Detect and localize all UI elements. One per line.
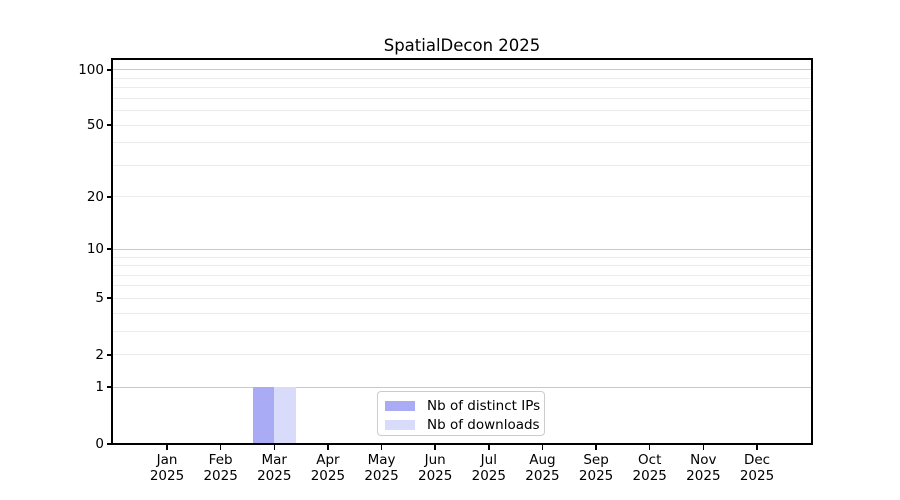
y-tick-label-100: 100: [78, 61, 104, 78]
x-tick-label-6: Jul 2025: [471, 452, 506, 484]
x-tick-1: [219, 445, 222, 450]
gridline-minor-50: [113, 124, 811, 126]
gridline-minor-40: [113, 142, 811, 144]
y-tick-100: [107, 68, 113, 71]
x-tick-2: [273, 445, 276, 450]
x-tick-10: [702, 445, 705, 450]
gridline-minor-2: [113, 354, 811, 356]
x-tick-label-8: Sep 2025: [578, 452, 614, 484]
x-tick-6: [488, 445, 490, 450]
y-tick-label-5: 5: [95, 290, 104, 307]
x-tick-11: [756, 445, 758, 450]
x-tick-7: [541, 445, 544, 450]
legend-label-downloads: Nb of downloads: [427, 417, 540, 433]
legend-swatch-distinct-ips: [385, 401, 415, 411]
y-tick-label-10: 10: [86, 241, 104, 258]
y-tick-label-50: 50: [86, 117, 104, 134]
legend-swatch-downloads: [385, 420, 415, 430]
gridline-minor-30: [113, 164, 811, 166]
y-tick-label-20: 20: [86, 188, 104, 205]
gridline-minor-9: [113, 256, 811, 258]
bar-nb-of-downloads-mar-2025: [274, 387, 296, 444]
x-tick-label-3: Apr 2025: [310, 452, 346, 484]
chart-title: SpatialDecon 2025: [383, 36, 541, 55]
y-tick-label-0: 0: [95, 435, 104, 452]
y-tick-50: [107, 124, 113, 127]
y-tick-1: [107, 386, 113, 389]
x-tick-label-10: Nov 2025: [686, 452, 721, 484]
y-tick-0: [107, 442, 113, 445]
y-tick-label-1: 1: [95, 379, 104, 396]
gridline-major-10: [113, 248, 811, 250]
x-tick-label-5: Jun 2025: [417, 452, 453, 484]
x-tick-0: [166, 445, 168, 450]
x-tick-3: [327, 445, 329, 450]
gridline-minor-80: [113, 87, 811, 89]
x-tick-label-2: Mar 2025: [257, 452, 292, 484]
gridline-minor-20: [113, 196, 811, 198]
gridline-minor-70: [113, 97, 811, 99]
legend-label-distinct-ips: Nb of distinct IPs: [427, 398, 541, 414]
gridline-minor-6: [113, 285, 811, 287]
gridline-major-1: [113, 386, 811, 388]
legend: Nb of distinct IPs Nb of downloads: [377, 391, 545, 436]
x-tick-label-0: Jan 2025: [149, 452, 185, 484]
y-tick-label-2: 2: [95, 346, 104, 363]
gridline-minor-60: [113, 110, 811, 112]
y-tick-20: [107, 195, 113, 198]
y-tick-2: [107, 353, 113, 356]
gridline-minor-5: [113, 297, 811, 299]
x-tick-label-1: Feb 2025: [203, 452, 238, 484]
gridline-minor-7: [113, 274, 811, 276]
gridline-minor-3: [113, 330, 811, 332]
gridline-minor-8: [113, 265, 811, 267]
gridline-major-100: [113, 69, 811, 71]
x-tick-9: [648, 445, 651, 450]
gridline-minor-4: [113, 312, 811, 314]
gridline-minor-90: [113, 77, 811, 79]
x-tick-8: [595, 445, 597, 450]
x-tick-label-7: Aug 2025: [525, 452, 560, 484]
y-tick-10: [107, 248, 113, 251]
x-tick-4: [380, 445, 383, 450]
x-tick-5: [434, 445, 436, 450]
y-tick-5: [107, 297, 113, 300]
x-tick-label-4: May 2025: [364, 452, 399, 484]
legend-item-distinct-ips: Nb of distinct IPs: [378, 397, 544, 415]
x-tick-label-9: Oct 2025: [632, 452, 667, 484]
bar-nb-of-distinct-ips-mar-2025: [252, 387, 275, 444]
x-tick-label-11: Dec 2025: [739, 452, 775, 484]
legend-item-downloads: Nb of downloads: [378, 416, 544, 434]
